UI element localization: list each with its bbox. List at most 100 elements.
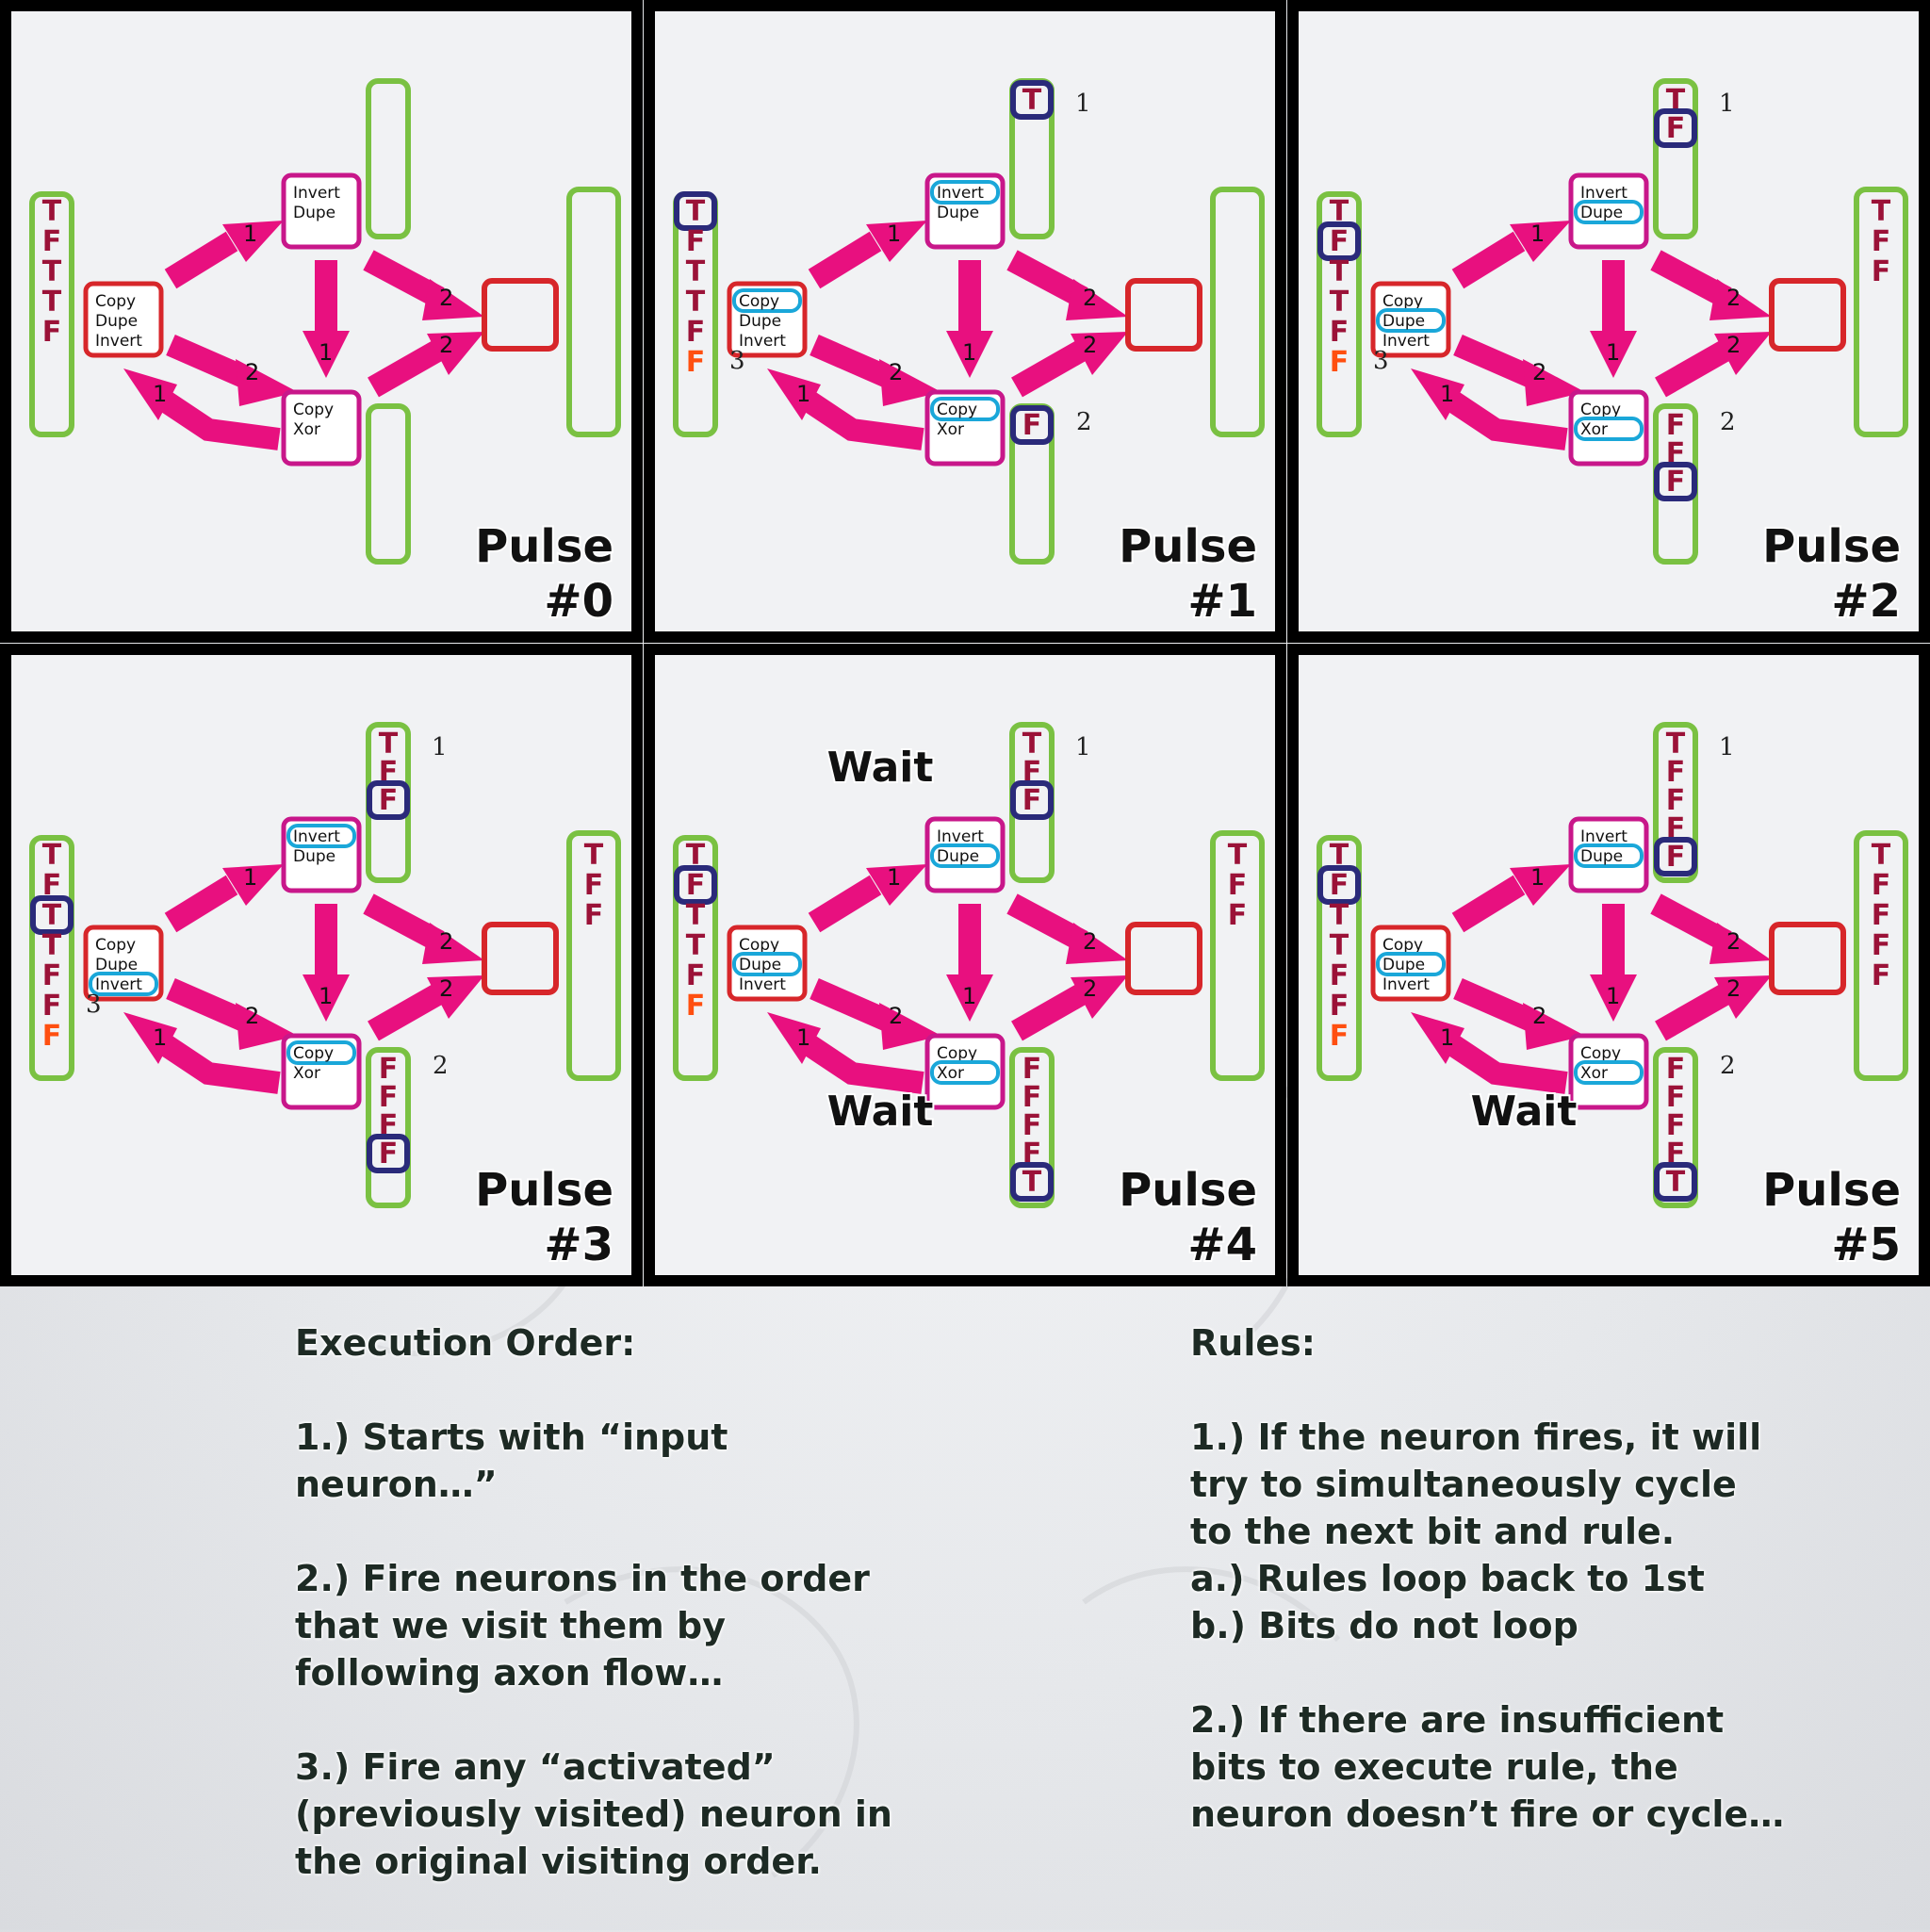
axon-weight-input-to-top: 1 — [1530, 864, 1545, 891]
neuron-rule-label: Xor — [937, 1064, 964, 1083]
pulse-label: Pulse — [1762, 520, 1901, 573]
neuron-rule-label: Invert — [937, 184, 984, 203]
bit-value: F — [42, 225, 62, 258]
bit-value: T — [686, 839, 706, 872]
bit-value: T — [686, 929, 706, 962]
axon-weight-top-to-output: 2 — [439, 285, 453, 311]
neuron-rule-label: Copy — [1382, 936, 1423, 955]
bit-value: F — [686, 869, 706, 902]
bit-value: F — [1022, 409, 1042, 442]
panel-frame — [644, 0, 1286, 643]
neuron-box — [924, 389, 1006, 467]
neuron-rule-label: Copy — [1580, 1044, 1621, 1063]
neuron-rule-label: Copy — [1580, 401, 1621, 419]
bit-pointer — [1010, 780, 1054, 820]
bit-value: F — [1666, 756, 1686, 789]
handwritten-annotation: 3 — [1373, 347, 1389, 375]
panel-frame — [644, 644, 1286, 1286]
active-rule-highlight — [930, 397, 1000, 421]
bit-value: F — [686, 346, 706, 379]
bit-value: F — [1666, 409, 1686, 442]
bit-value: T — [686, 255, 706, 288]
bit-value: F — [1872, 869, 1891, 902]
pulse-panel-0: 121122CopyDupeInvertInvertDupeCopyXorTFT… — [0, 0, 643, 643]
neuron-rule-label: Dupe — [1580, 847, 1623, 866]
neuron-rule-label: Invert — [739, 332, 786, 351]
bit-pointer — [1654, 837, 1697, 876]
handwritten-annotation: 3 — [86, 991, 102, 1019]
axon-weight-bottom-to-output: 2 — [1083, 332, 1097, 358]
bit-value: F — [42, 959, 62, 992]
bit-queue-border — [1210, 830, 1265, 1081]
top-bit-queue: T — [1009, 78, 1055, 239]
output-bit-queue — [566, 187, 621, 437]
neuron-rule-label: Copy — [739, 936, 779, 955]
bottom-bit-queue — [366, 403, 411, 565]
axon-weight-top-to-output: 2 — [439, 928, 453, 955]
bit-value: F — [686, 959, 706, 992]
bit-value: F — [42, 316, 62, 349]
axon-weight-input-to-top: 1 — [887, 221, 901, 247]
neuron-rule-label: Dupe — [937, 847, 979, 866]
neuron-rule-label: Dupe — [1382, 312, 1425, 331]
bit-value: F — [1330, 869, 1349, 902]
active-rule-highlight — [930, 843, 1000, 868]
active-rule-highlight — [1574, 417, 1644, 441]
bit-value: F — [686, 316, 706, 349]
pulse-label: Pulse — [475, 520, 613, 573]
bit-value: F — [379, 784, 399, 817]
bit-value: T — [1022, 1166, 1042, 1199]
bit-value: F — [686, 225, 706, 258]
axon-weight-bottom-to-input: 1 — [796, 381, 810, 407]
bit-value: F — [1666, 1109, 1686, 1142]
bit-value: T — [1330, 929, 1349, 962]
bit-value: F — [379, 1081, 399, 1114]
bit-value: F — [379, 1138, 399, 1171]
neuron-rule-label: Xor — [293, 1064, 320, 1083]
bit-pointer — [1654, 1162, 1697, 1202]
bit-value: T — [1330, 839, 1349, 872]
active-rule-highlight — [1574, 1060, 1644, 1085]
bit-queue-border — [29, 835, 74, 1081]
axon-weight-bottom-to-output: 2 — [439, 975, 453, 1002]
rules-notes: Rules: 1.) If the neuron fires, it will … — [1190, 1319, 1784, 1885]
axon-weight-bottom-to-input: 1 — [153, 1024, 167, 1051]
neuron-rule-label: Copy — [293, 401, 334, 419]
bit-value: F — [1330, 1020, 1349, 1053]
output-bit-queue: TFF — [566, 830, 621, 1081]
pulse-panel-2: 121122CopyDupeInvertInvertDupeCopyXorTFT… — [1287, 0, 1930, 643]
bit-value: F — [42, 869, 62, 902]
output-neuron — [1769, 278, 1846, 352]
bit-value: T — [1666, 728, 1686, 761]
axon-weight-top-to-output: 2 — [1726, 928, 1741, 955]
neuron-rule-label: Copy — [95, 936, 136, 955]
bit-value: F — [1872, 255, 1891, 288]
bit-pointer — [1010, 1162, 1054, 1202]
bit-pointer — [1010, 80, 1054, 120]
neuron-rule-label: Invert — [95, 332, 142, 351]
pulse-number: #1 — [1187, 575, 1257, 628]
bit-queue-border — [1317, 835, 1362, 1081]
active-rule-highlight — [286, 1040, 356, 1065]
bit-value: F — [379, 1053, 399, 1086]
bit-value: T — [1022, 84, 1042, 117]
active-rule-highlight — [1574, 843, 1644, 868]
bit-queue-border — [1653, 78, 1698, 239]
bit-value: T — [1666, 1166, 1686, 1199]
neuron-box — [924, 172, 1006, 250]
neuron-rule-label: Dupe — [1580, 204, 1623, 222]
bit-queue-border — [1854, 830, 1908, 1081]
axon-weight-top-to-bottom: 1 — [319, 983, 333, 1009]
axon-weight-top-to-bottom: 1 — [319, 339, 333, 366]
neuron-box — [1568, 1033, 1649, 1110]
bit-value: T — [686, 899, 706, 932]
pulse-number: #0 — [544, 575, 613, 628]
